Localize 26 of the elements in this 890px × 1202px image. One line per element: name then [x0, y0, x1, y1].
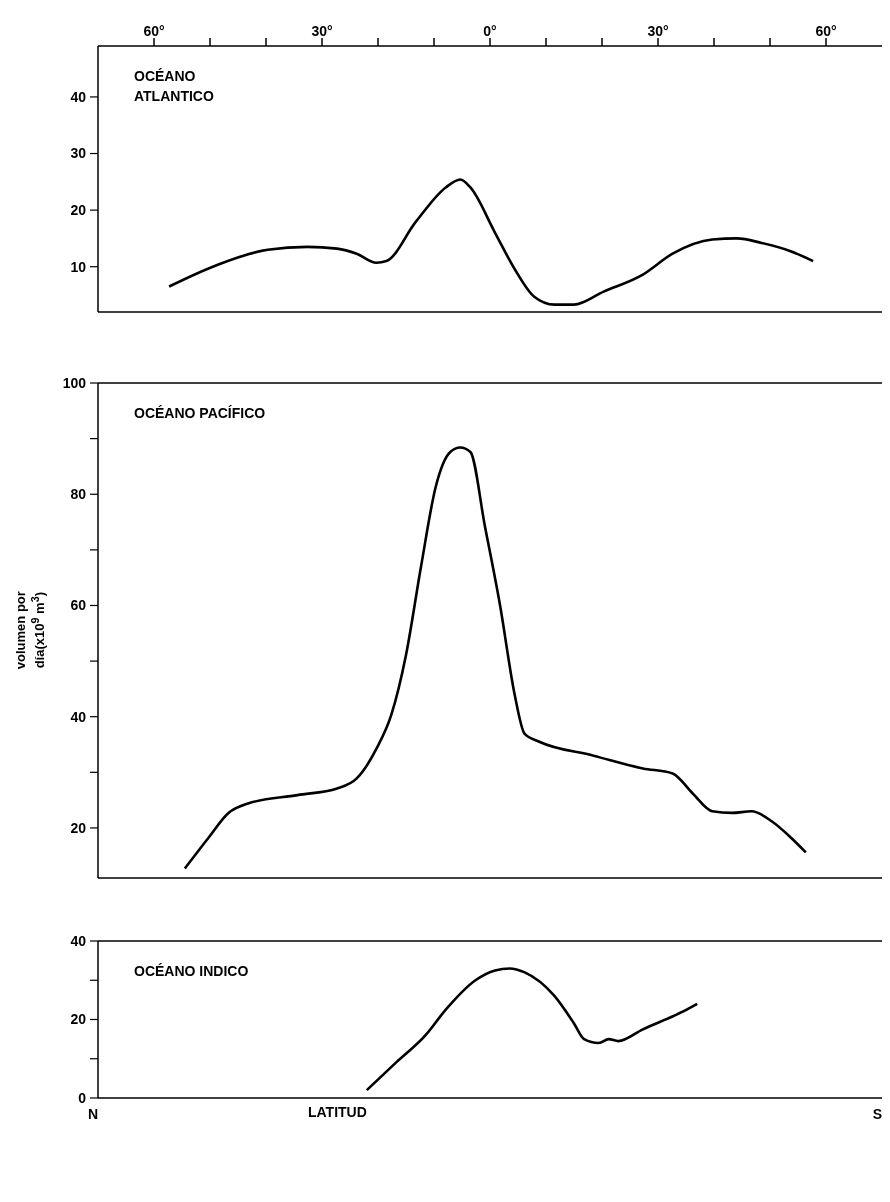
- annotation: OCÉANO INDICO: [134, 962, 249, 981]
- y-tick-label: 0: [78, 1089, 87, 1106]
- y-tick-label: 20: [70, 1011, 87, 1028]
- line-series: [365, 967, 699, 1092]
- x-tick-label: 30°: [647, 23, 669, 39]
- x-tick-label: 0°: [483, 23, 497, 39]
- line-series: [183, 446, 808, 870]
- text: S: [872, 1105, 882, 1124]
- y-tick-label: 30: [70, 145, 87, 162]
- annotation: OCÉANO ATLANTICO: [134, 67, 215, 106]
- y-tick-label: 80: [70, 486, 87, 503]
- y-tick-label: 100: [62, 374, 87, 391]
- annotation: OCÉANO PACÍFICO: [134, 404, 266, 423]
- line-series: [167, 178, 815, 306]
- x-tick-label: 30°: [311, 23, 333, 39]
- x-tick-label: 60°: [143, 23, 165, 39]
- y-tick-label: 60: [70, 597, 87, 614]
- x-axis-title: LATITUD: [308, 1104, 367, 1120]
- y-tick-label: 20: [70, 819, 87, 836]
- y-tick-label: 10: [70, 258, 87, 275]
- x-tick-label: 60°: [815, 23, 837, 39]
- y-tick-label: 40: [70, 88, 87, 105]
- y-tick-label: 40: [70, 932, 87, 949]
- y-tick-label: 20: [70, 202, 87, 219]
- text: N: [88, 1105, 99, 1124]
- y-tick-label: 40: [70, 708, 87, 725]
